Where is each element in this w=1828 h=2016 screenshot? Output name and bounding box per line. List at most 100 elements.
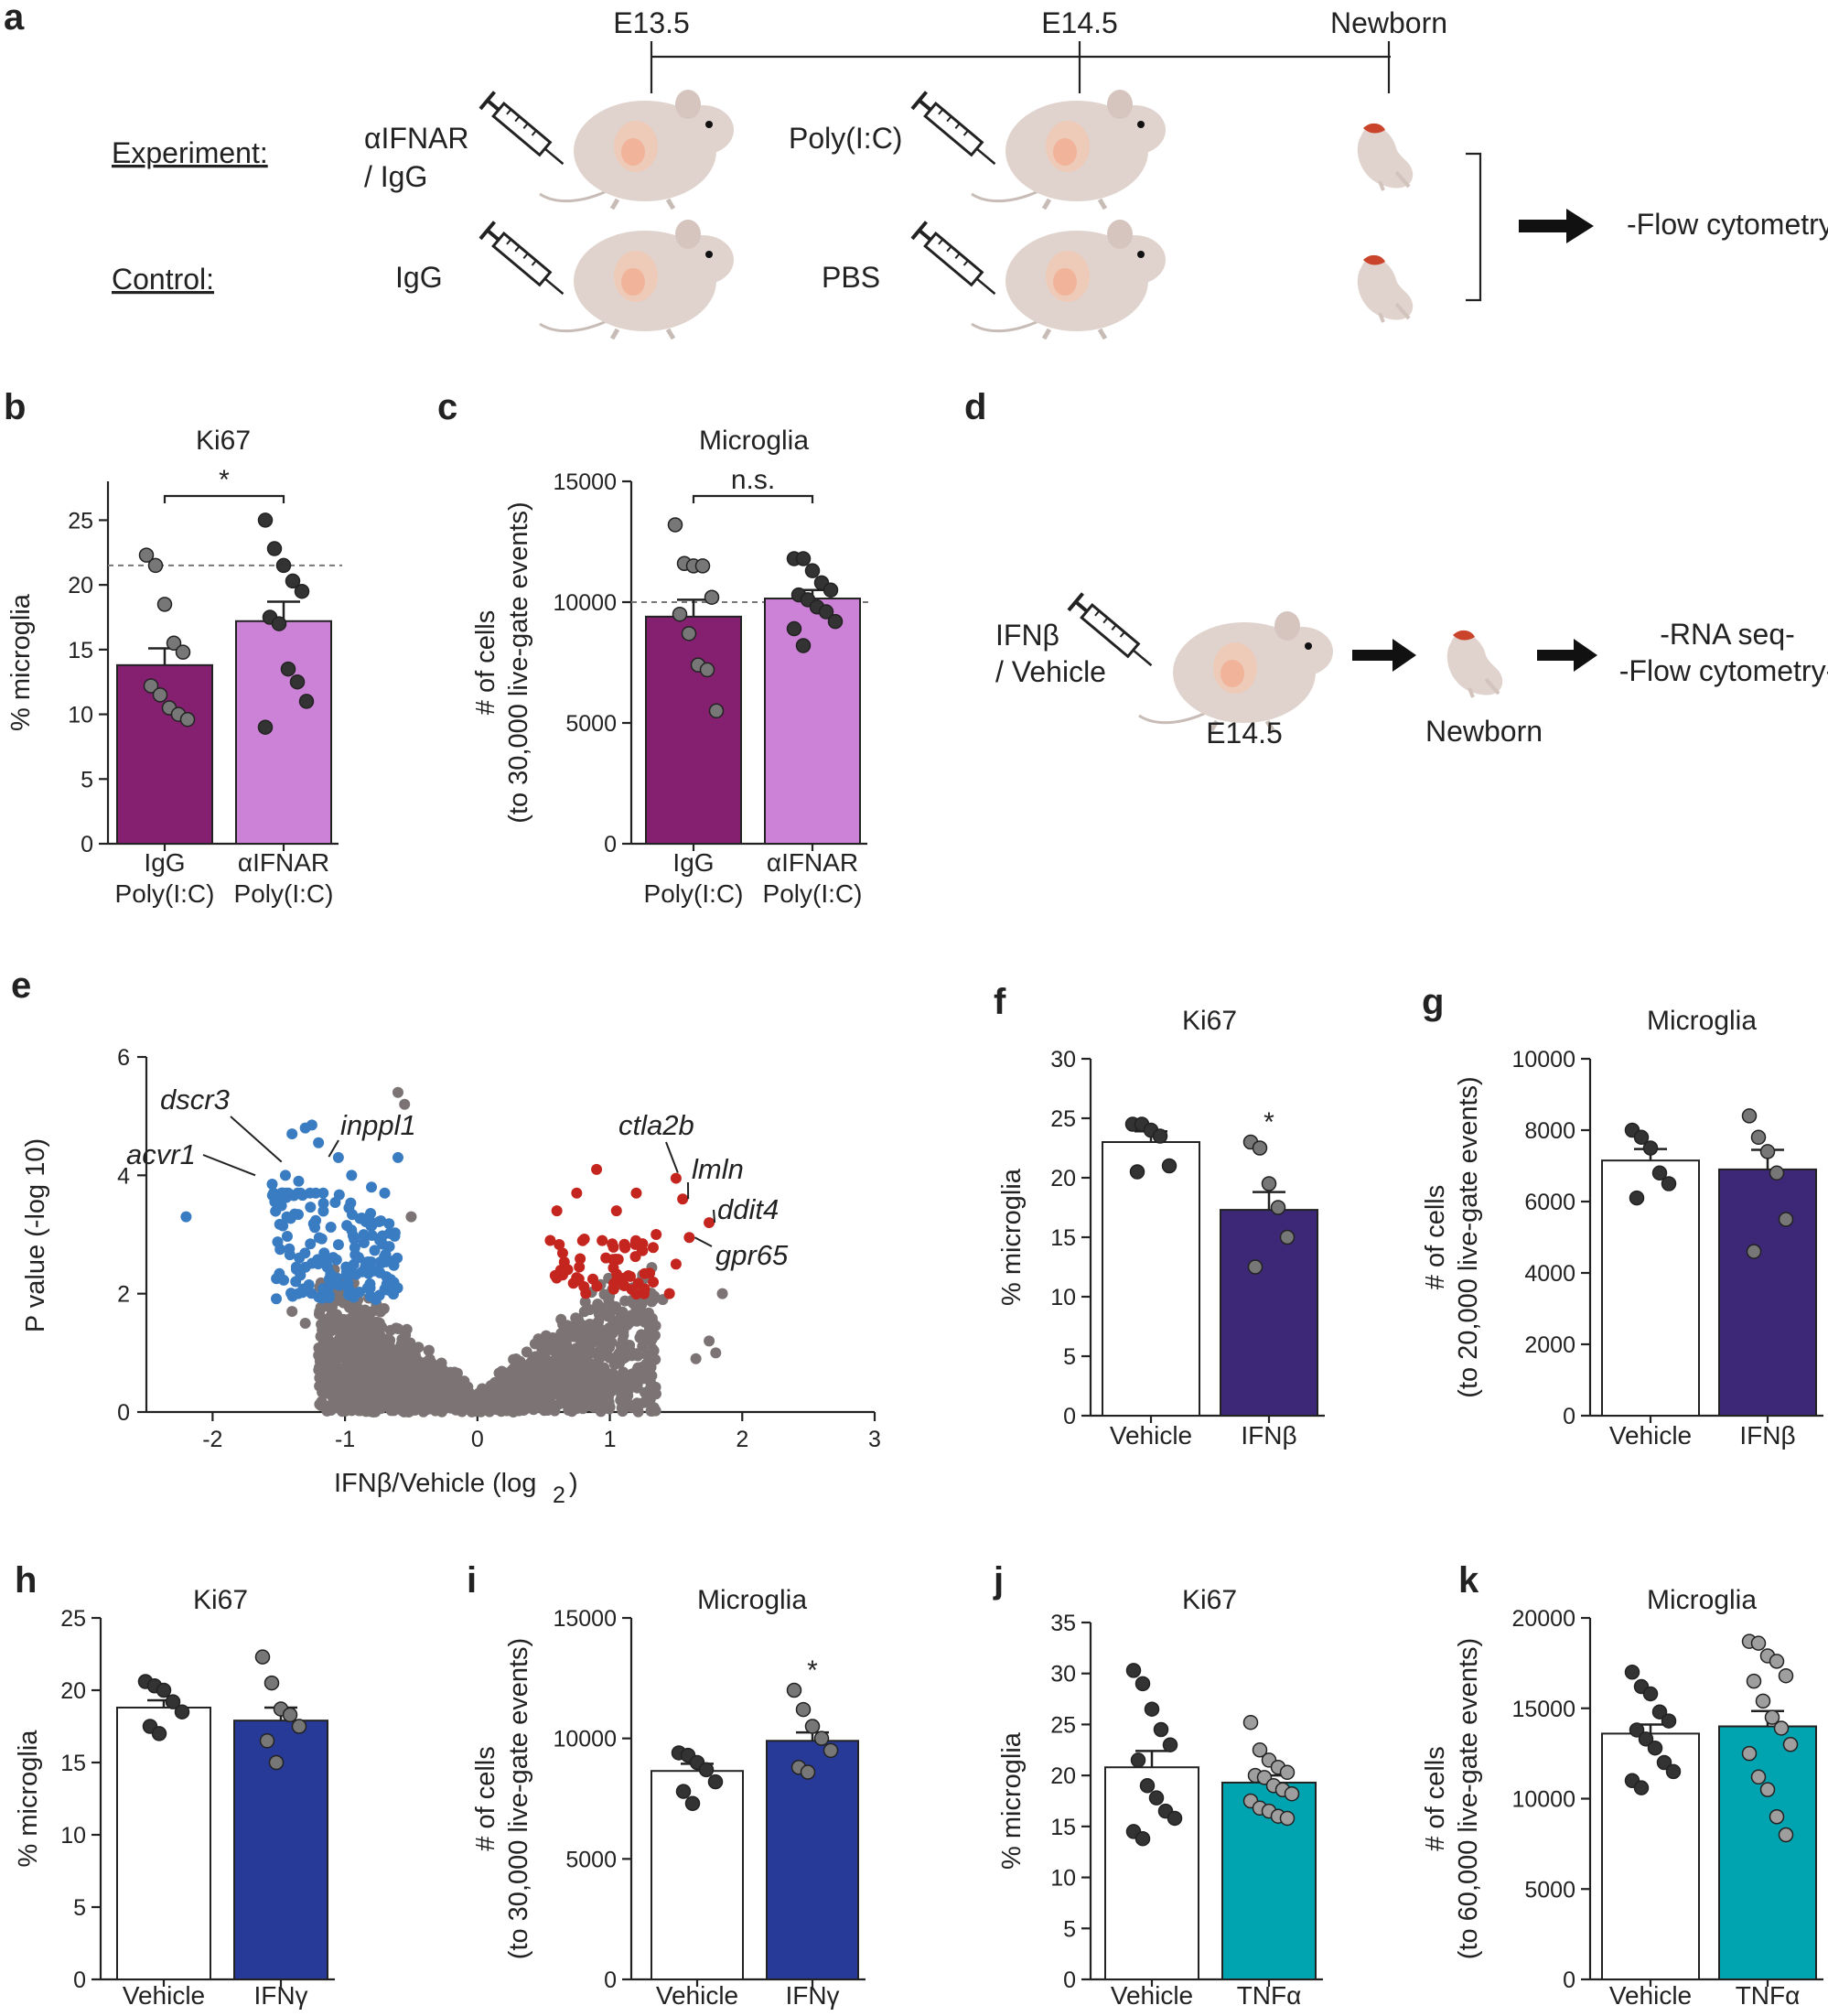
ns-point <box>493 1367 505 1379</box>
up-point <box>573 1273 585 1285</box>
down-point <box>346 1170 358 1181</box>
pregnant-mouse-icon <box>540 220 734 339</box>
x-tick-label: -2 <box>202 1427 222 1452</box>
up-point <box>571 1187 583 1199</box>
x-category-label: IFNβ <box>1739 1421 1795 1450</box>
y-tick-label: 6000 <box>1524 1190 1575 1215</box>
ns-point <box>524 1357 536 1369</box>
y-tick-label: 5 <box>1063 1344 1076 1370</box>
data-point <box>257 719 274 735</box>
x-category-label: Vehicle <box>1609 1421 1692 1450</box>
ns-point <box>594 1368 606 1380</box>
data-point <box>786 1682 802 1698</box>
up-point <box>618 1272 629 1284</box>
data-point <box>1270 1200 1286 1215</box>
data-point <box>1642 1686 1659 1702</box>
ns-point <box>575 1396 586 1408</box>
data-point <box>823 582 839 598</box>
down-point <box>325 1221 337 1233</box>
gene-label: gpr65 <box>715 1239 789 1271</box>
y-tick-label: 25 <box>68 508 93 534</box>
ns-point <box>324 1383 336 1395</box>
bar <box>1601 1732 1700 1981</box>
data-point <box>175 644 191 660</box>
up-point <box>677 1193 689 1205</box>
down-point <box>299 1261 311 1273</box>
data-point <box>1148 1790 1165 1806</box>
data-point <box>694 558 711 574</box>
y-tick-label: 20 <box>68 573 93 598</box>
down-point <box>358 1229 370 1241</box>
ns-point <box>600 1327 612 1339</box>
bar <box>235 620 332 845</box>
y-tick-label: 4000 <box>1524 1261 1575 1287</box>
gene-label: acvr1 <box>126 1138 196 1170</box>
down-point <box>286 1290 298 1302</box>
ns-point <box>435 1357 447 1369</box>
timepoint-newborn: Newborn <box>1330 6 1447 39</box>
x-tick-label: 3 <box>868 1427 881 1452</box>
y-tick-label: 2000 <box>1524 1332 1575 1358</box>
panel-b-label: b <box>4 387 26 427</box>
ns-point <box>635 1397 647 1409</box>
down-point <box>310 1214 322 1226</box>
data-point <box>165 1694 181 1709</box>
up-point <box>683 1232 695 1244</box>
d-readout-rna: -RNA seq- <box>1660 618 1795 651</box>
data-point <box>263 1675 280 1691</box>
data-point <box>254 1649 271 1665</box>
data-point <box>1665 1763 1682 1780</box>
bar <box>1601 1159 1700 1418</box>
ns-point <box>595 1381 607 1393</box>
ns-point <box>631 1372 643 1384</box>
ns-point <box>457 1399 469 1411</box>
timepoint-e14: E14.5 <box>1041 6 1118 39</box>
ns-point <box>345 1385 357 1397</box>
down-point <box>343 1283 355 1295</box>
up-point <box>608 1278 619 1289</box>
data-point <box>667 517 683 533</box>
gene-label: lmln <box>692 1153 744 1185</box>
ns-point <box>484 1406 496 1418</box>
x-tick-label: 2 <box>736 1427 748 1452</box>
ns-point <box>545 1368 557 1380</box>
down-point <box>271 1293 283 1305</box>
d-newborn-label: Newborn <box>1425 715 1543 748</box>
y-tick-label: 5000 <box>565 1847 617 1872</box>
down-point <box>383 1218 395 1230</box>
data-point <box>179 711 196 728</box>
ns-point <box>645 1334 657 1346</box>
arrow-icon <box>1537 639 1597 672</box>
data-point <box>1778 1212 1794 1227</box>
data-point <box>1247 1259 1263 1275</box>
data-point <box>1741 1745 1758 1762</box>
data-point <box>271 616 287 631</box>
down-point <box>290 1276 302 1288</box>
ns-point <box>355 1376 367 1388</box>
y-tick-label: 15 <box>1050 1225 1076 1251</box>
data-point <box>813 1730 830 1746</box>
down-point <box>369 1265 381 1277</box>
ns-point <box>350 1366 362 1378</box>
pregnant-mouse-icon <box>972 90 1166 209</box>
ns-point <box>321 1335 333 1347</box>
ns-point <box>575 1373 586 1385</box>
y-axis-label: # of cells <box>1421 1746 1450 1850</box>
data-point <box>672 606 688 622</box>
ns-point <box>644 1393 656 1405</box>
ns-point <box>605 1385 617 1396</box>
control-row-label: Control: <box>112 263 214 296</box>
gene-leader-line <box>665 1141 679 1173</box>
chart-title: Microglia <box>1647 1006 1757 1036</box>
down-point <box>352 1252 364 1264</box>
down-point <box>330 1254 342 1266</box>
y-axis-label: % microglia <box>6 593 36 731</box>
data-point <box>1661 1713 1677 1729</box>
ns-point <box>642 1307 654 1319</box>
ns-point <box>417 1406 429 1418</box>
down-point <box>274 1218 285 1230</box>
down-point <box>366 1181 378 1193</box>
down-point <box>286 1128 298 1140</box>
